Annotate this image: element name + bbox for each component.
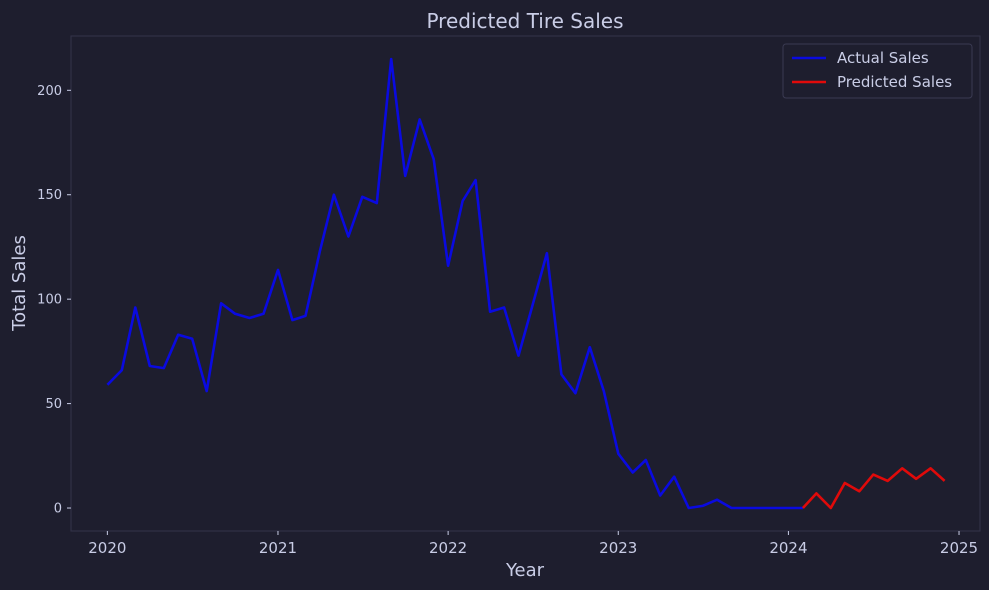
plot-frame xyxy=(70,35,981,532)
chart-title: Predicted Tire Sales xyxy=(426,9,623,33)
y-tick-label: 150 xyxy=(37,188,62,203)
x-tick-label: 2025 xyxy=(940,539,978,557)
x-tick-label: 2024 xyxy=(769,539,807,557)
legend-label-actual-sales: Actual Sales xyxy=(837,49,929,67)
legend: Actual Sales Predicted Sales xyxy=(782,43,973,99)
y-tick-label: 100 xyxy=(37,293,62,308)
legend-label-predicted-sales: Predicted Sales xyxy=(837,73,952,91)
series-area xyxy=(106,57,946,510)
x-tick-label: 2022 xyxy=(429,539,467,557)
y-tick-label: 200 xyxy=(37,84,62,99)
x-tick-label: 2023 xyxy=(599,539,637,557)
y-axis-label: Total Sales xyxy=(9,235,30,332)
y-axis: 0 50 100 150 200 xyxy=(37,84,71,517)
series-line-actual-sales xyxy=(106,57,803,510)
y-tick-label: 0 xyxy=(54,502,62,517)
x-axis-label: Year xyxy=(505,560,545,581)
y-tick-label: 50 xyxy=(45,397,62,412)
x-tick-label: 2021 xyxy=(259,539,297,557)
x-tick-label: 2020 xyxy=(88,539,126,557)
series-line-predicted-sales xyxy=(801,466,946,510)
legend-box xyxy=(782,43,973,99)
x-axis: 2020 2021 2022 2023 2024 2025 xyxy=(88,531,978,557)
